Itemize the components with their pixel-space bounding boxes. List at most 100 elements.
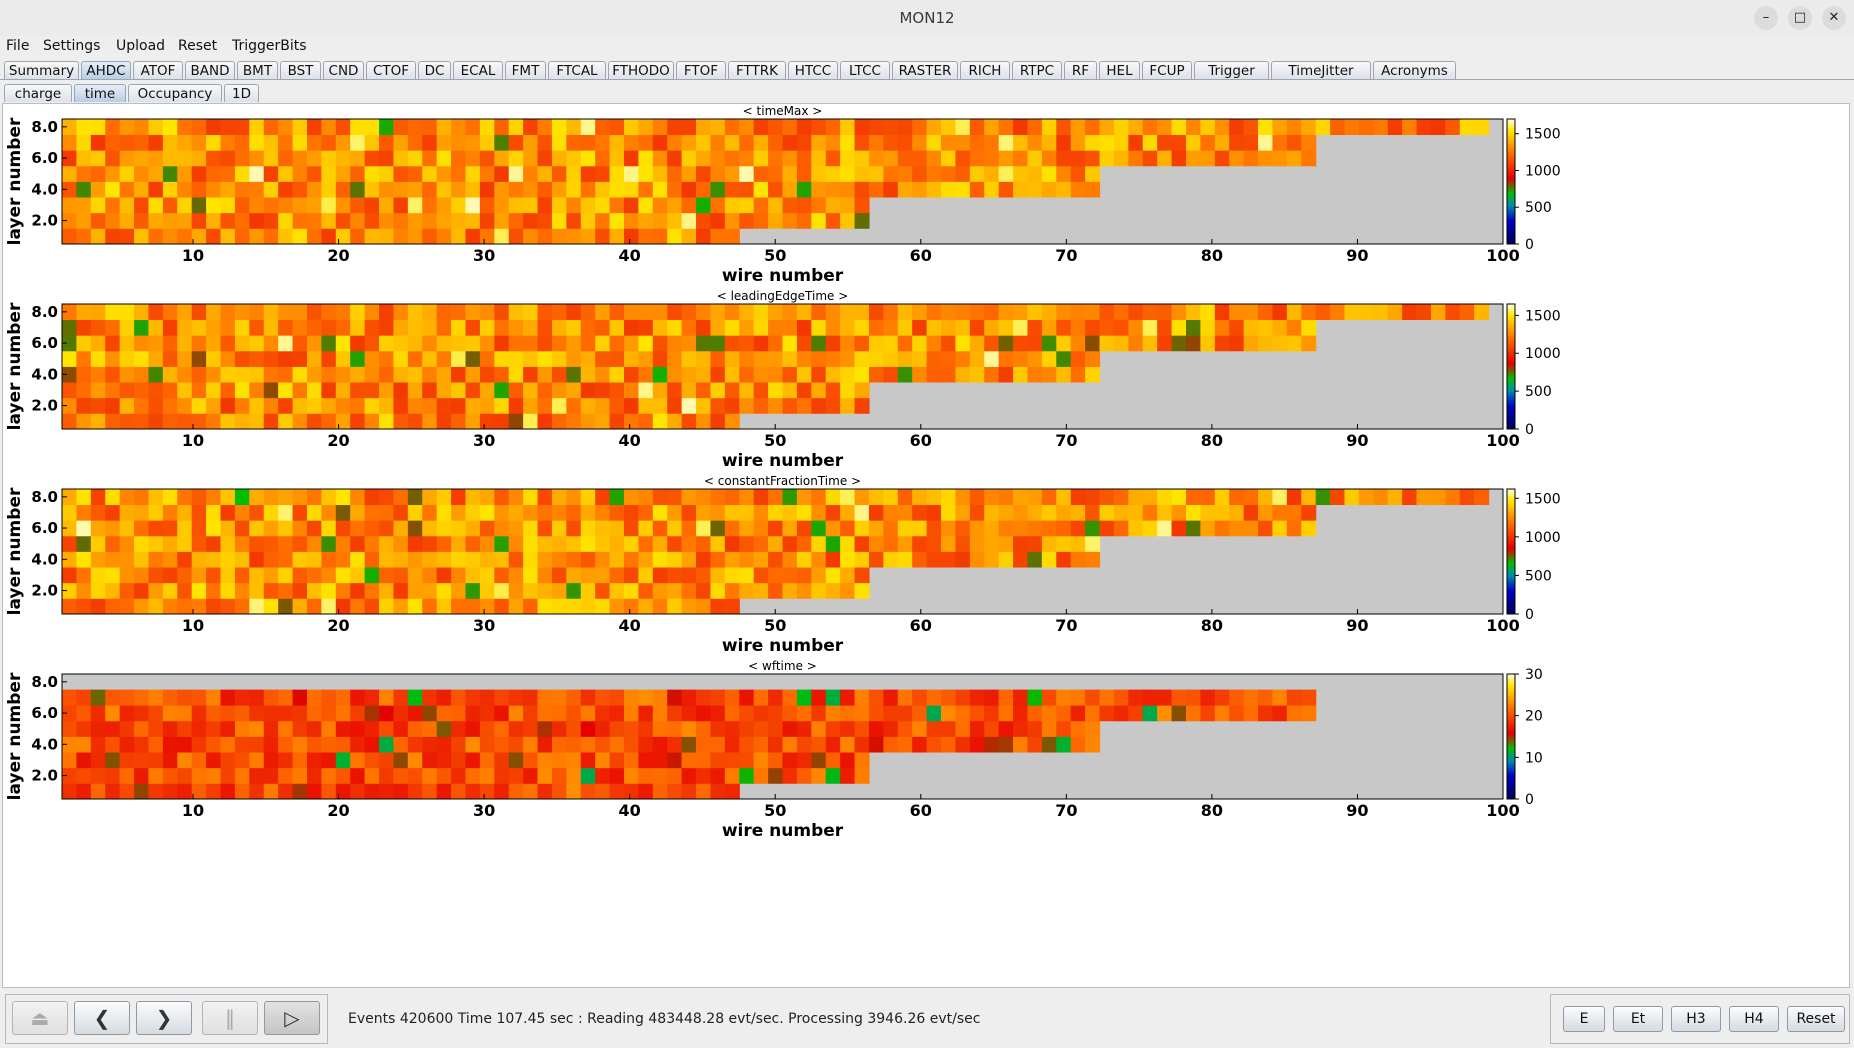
heatmap-cell xyxy=(623,165,639,182)
menu-triggerbits[interactable]: TriggerBits xyxy=(232,38,307,54)
heatmap-cell xyxy=(90,689,106,706)
tab-hel[interactable]: HEL xyxy=(1099,61,1140,79)
heatmap-cell xyxy=(955,720,971,737)
tab-ftcal[interactable]: FTCAL xyxy=(548,61,606,79)
view-tab-charge[interactable]: charge xyxy=(4,84,72,102)
tab-timejitter[interactable]: TimeJitter xyxy=(1271,61,1371,79)
colorbar-segment xyxy=(1507,366,1515,370)
heatmap-cell xyxy=(1013,350,1029,367)
tab-rtpc[interactable]: RTPC xyxy=(1012,61,1062,79)
heatmap-cell xyxy=(1056,520,1072,537)
tab-acronyms[interactable]: Acronyms xyxy=(1373,61,1456,79)
heatmap-cell xyxy=(494,551,510,568)
heatmap-cell xyxy=(595,181,611,198)
heatmap-cell xyxy=(897,504,913,521)
tab-bmt[interactable]: BMT xyxy=(237,61,278,79)
heatmap-cell xyxy=(119,350,135,367)
colorbar-segment xyxy=(1507,179,1515,182)
heatmap-cell xyxy=(1474,489,1490,506)
tab-trigger[interactable]: Trigger xyxy=(1194,61,1269,79)
menu-file[interactable]: File xyxy=(6,38,30,54)
tab-fthodo[interactable]: FTHODO xyxy=(608,61,674,79)
heatmap-cell xyxy=(566,228,582,245)
tab-band[interactable]: BAND xyxy=(185,61,235,79)
heatmap-cell xyxy=(566,319,582,336)
heatmap-cell xyxy=(926,134,942,151)
heatmap-cell xyxy=(753,551,769,568)
heatmap-cell xyxy=(206,350,222,367)
maximize-button[interactable]: □ xyxy=(1788,6,1812,30)
tab-htcc[interactable]: HTCC xyxy=(788,61,838,79)
tab-atof[interactable]: ATOF xyxy=(133,61,183,79)
h3-button[interactable]: H3 xyxy=(1671,1006,1721,1032)
heatmap-cell xyxy=(609,181,625,198)
tab-ecal[interactable]: ECAL xyxy=(453,61,503,79)
heatmap-cell xyxy=(1185,319,1201,336)
heatmap-cell xyxy=(854,397,870,414)
heatmap-cell xyxy=(1056,689,1072,706)
status-text: Events 420600 Time 107.45 sec : Reading … xyxy=(348,1011,981,1027)
tab-fmt[interactable]: FMT xyxy=(505,61,546,79)
tab-dc[interactable]: DC xyxy=(418,61,451,79)
heatmap-cell xyxy=(134,134,150,151)
minimize-button[interactable]: – xyxy=(1754,6,1778,30)
tab-ftof[interactable]: FTOF xyxy=(676,61,726,79)
heatmap-cell xyxy=(119,582,135,599)
view-tab-occupancy[interactable]: Occupancy xyxy=(128,84,222,102)
menu-reset[interactable]: Reset xyxy=(178,38,218,54)
menu-upload[interactable]: Upload xyxy=(116,38,166,54)
heatmap-cell xyxy=(379,504,395,521)
heatmap-cell xyxy=(1258,520,1274,537)
heatmap-cell xyxy=(278,535,294,552)
heatmap-cell xyxy=(710,119,726,136)
tab-rich[interactable]: RICH xyxy=(960,61,1010,79)
heatmap-cell xyxy=(508,767,524,784)
previous-icon[interactable]: ❮ xyxy=(74,1001,130,1035)
heatmap-cell xyxy=(321,212,337,229)
e-button[interactable]: E xyxy=(1563,1006,1605,1032)
play-icon[interactable]: ▷ xyxy=(264,1001,320,1035)
tab-ahdc[interactable]: AHDC xyxy=(81,61,131,79)
reset-button[interactable]: Reset xyxy=(1787,1006,1845,1032)
tab-summary[interactable]: Summary xyxy=(4,61,79,79)
pause-icon[interactable]: ‖ xyxy=(202,1001,258,1035)
heatmap-cell xyxy=(1142,304,1158,321)
heatmap-cell xyxy=(292,720,308,737)
heatmap-cell xyxy=(335,197,351,214)
heatmap-cell xyxy=(609,197,625,214)
eject-icon[interactable]: ⏏ xyxy=(12,1001,68,1035)
h4-button[interactable]: H4 xyxy=(1729,1006,1779,1032)
heatmap-cell xyxy=(62,366,78,383)
heatmap-cell xyxy=(580,504,596,521)
view-tab-time[interactable]: time xyxy=(74,84,126,102)
tab-raster[interactable]: RASTER xyxy=(892,61,958,79)
heatmap-cell xyxy=(249,134,265,151)
heatmap-cell xyxy=(220,119,236,136)
et-button[interactable]: Et xyxy=(1613,1006,1663,1032)
close-button[interactable]: ✕ xyxy=(1822,6,1846,30)
heatmap-cell xyxy=(811,382,827,399)
heatmap-cell xyxy=(1286,119,1302,136)
tab-cnd[interactable]: CND xyxy=(323,61,364,79)
menu-settings[interactable]: Settings xyxy=(43,38,101,54)
heatmap-cell xyxy=(710,582,726,599)
colorbar-segment xyxy=(1507,501,1515,505)
next-icon[interactable]: ❯ xyxy=(136,1001,192,1035)
tab-bst[interactable]: BST xyxy=(280,61,321,79)
x-tick-label: 100 xyxy=(1486,431,1519,450)
tab-ltcc[interactable]: LTCC xyxy=(840,61,890,79)
heatmap-cell xyxy=(1157,319,1173,336)
heatmap-cell xyxy=(393,767,409,784)
tab-fttrk[interactable]: FTTRK xyxy=(728,61,786,79)
heatmap-cell xyxy=(782,504,798,521)
heatmap-cell xyxy=(465,689,481,706)
tab-fcup[interactable]: FCUP xyxy=(1142,61,1192,79)
heatmap-cell xyxy=(148,598,164,615)
heatmap-cell xyxy=(753,705,769,722)
heatmap-cell xyxy=(451,319,467,336)
tab-rf[interactable]: RF xyxy=(1064,61,1097,79)
heatmap-cell xyxy=(220,705,236,722)
heatmap-cell xyxy=(465,705,481,722)
view-tab-1d[interactable]: 1D xyxy=(224,84,259,102)
tab-ctof[interactable]: CTOF xyxy=(366,61,416,79)
